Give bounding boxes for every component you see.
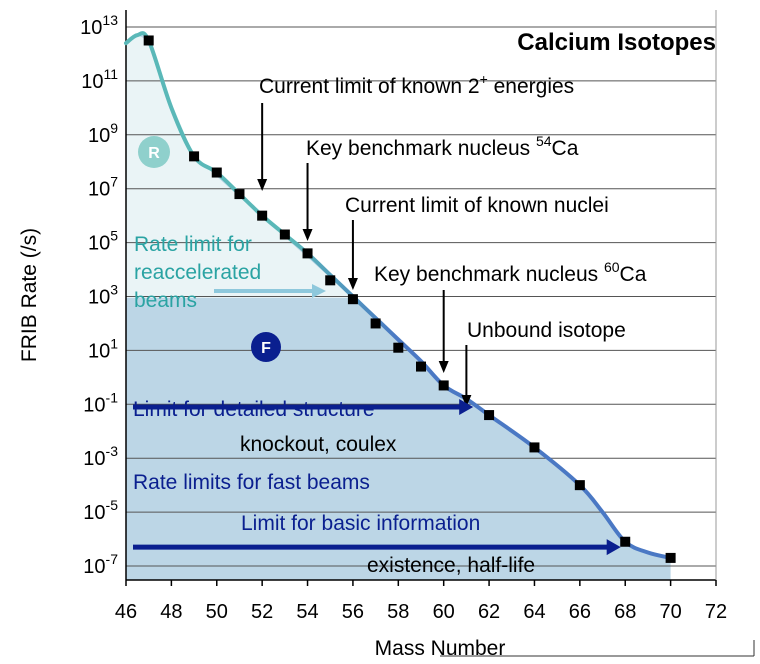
isotope-point	[279, 229, 290, 240]
y-tick-label: 10-7	[83, 551, 118, 578]
isotope-point	[325, 275, 336, 286]
x-tick-label: 54	[296, 601, 318, 623]
y-tick-label: 101	[88, 335, 118, 362]
x-tick-label: 58	[387, 601, 409, 623]
x-tick-label: 68	[614, 601, 636, 623]
x-tick-label: 60	[433, 601, 455, 623]
x-tick-label: 72	[705, 601, 727, 623]
reaccelerated-label-line-2: reaccelerated	[134, 261, 261, 284]
isotope-points	[143, 35, 676, 563]
x-tick-label: 62	[478, 601, 500, 623]
y-tick-label: 10-5	[83, 497, 118, 524]
x-tick-label: 64	[523, 601, 545, 623]
x-tick-label: 46	[115, 601, 137, 623]
x-tick-label: 66	[569, 601, 591, 623]
svg-text:R: R	[148, 145, 160, 162]
isotope-point	[620, 536, 631, 547]
benchmark-60ca-annotation: Key benchmark nucleus 60Ca	[374, 259, 647, 286]
y-tick-label: 109	[88, 120, 118, 147]
isotope-point	[574, 480, 585, 491]
detailed-structure-limit-label: Limit for detailed structure	[133, 398, 375, 421]
reaccelerated-label-line-1: Rate limit for	[134, 233, 252, 256]
x-tick-label: 70	[659, 601, 681, 623]
basic-information-sublabel: existence, half-life	[367, 554, 535, 577]
isotope-point	[393, 342, 404, 353]
horizontal-gridlines	[126, 26, 716, 567]
known-nuclei-annotation: Current limit of known nuclei	[345, 194, 609, 217]
detailed-structure-limit-arrow	[133, 398, 474, 415]
y-tick-label: 105	[88, 228, 118, 255]
isotope-point	[529, 442, 540, 453]
svg-text:F: F	[261, 340, 271, 357]
known-2plus-annotation: Current limit of known 2+ energies	[259, 71, 574, 98]
detailed-structure-sublabel: knockout, coulex	[240, 433, 397, 456]
isotope-point	[211, 167, 222, 178]
r-badge: R	[138, 136, 170, 168]
f-badge: F	[251, 332, 281, 362]
isotope-point	[189, 151, 200, 162]
y-tick-label: 10-3	[83, 443, 118, 470]
y-tick-label: 107	[88, 174, 118, 201]
isotope-point	[416, 361, 426, 372]
fast-beam-rate-region	[126, 33, 671, 580]
reaccelerated-rate-region	[126, 10, 353, 298]
unbound-isotope-annotation: Unbound isotope	[467, 319, 626, 342]
x-tick-label: 52	[251, 601, 273, 623]
y-axis-label: FRIB Rate (/s)	[18, 228, 41, 362]
x-tick-label: 50	[206, 601, 228, 623]
isotope-point	[484, 410, 495, 421]
basic-information-limit-label: Limit for basic information	[241, 512, 480, 535]
y-tick-label: 1011	[81, 66, 118, 93]
x-tick-labels: 46 48 50 52 54 56 58 60 62 64 66 68 70 72	[115, 580, 727, 623]
benchmark-54ca-annotation: Key benchmark nucleus 54Ca	[306, 133, 579, 160]
isotope-point	[665, 552, 676, 563]
chart-title: Calcium Isotopes	[517, 29, 716, 56]
isotope-point	[438, 380, 449, 391]
x-tick-label: 48	[160, 601, 182, 623]
y-tick-label: 103	[88, 282, 118, 309]
isotope-point	[257, 210, 268, 221]
x-axis-label: Mass Number	[375, 637, 506, 660]
isotope-point	[302, 248, 313, 259]
basic-information-limit-arrow	[133, 539, 621, 556]
fast-beams-label: Rate limits for fast beams	[133, 471, 370, 494]
y-tick-labels: 1013 1011 109 107 105 103 101 10-1 10-3 10-5 10-7	[80, 12, 118, 578]
isotope-point	[234, 189, 245, 200]
y-tick-label: 10-1	[83, 389, 118, 416]
reaccelerated-arrow	[214, 284, 326, 298]
annotation-arrows	[257, 103, 472, 407]
isotope-point	[347, 294, 358, 305]
isotope-point	[370, 318, 381, 329]
x-tick-label: 56	[342, 601, 364, 623]
y-tick-label: 1013	[80, 12, 118, 39]
isotope-point	[143, 35, 154, 46]
reaccelerated-label-line-3: beams	[134, 289, 197, 312]
